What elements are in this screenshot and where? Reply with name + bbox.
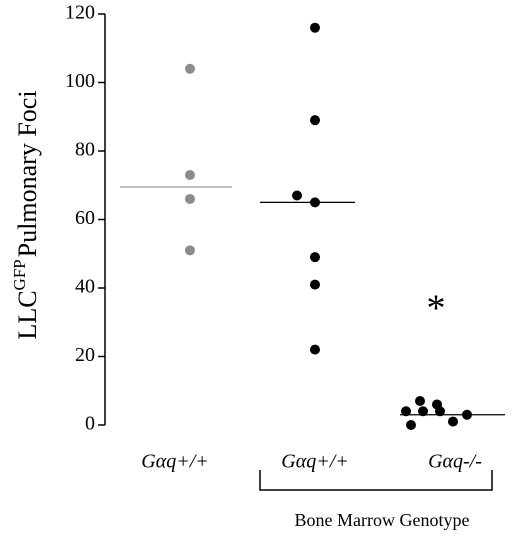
y-label-main: LLC [13, 290, 42, 339]
x-tick-label: Gαq-/- [428, 451, 482, 473]
y-axis-label: LLCGFP Pulmonary Foci [10, 90, 42, 339]
dot [310, 22, 320, 33]
dot [310, 115, 320, 126]
y-tick-label: 120 [65, 2, 95, 24]
bracket-label: Bone Marrow Genotype [295, 510, 470, 530]
dot [435, 406, 445, 417]
dot [418, 406, 428, 417]
y-tick-label: 40 [75, 276, 95, 298]
y-tick-label: 20 [75, 344, 95, 366]
dot [185, 63, 195, 74]
bracket [259, 470, 493, 491]
y-tick-label: 80 [75, 139, 95, 161]
annotation: * [427, 288, 446, 330]
dot [310, 197, 320, 208]
y-tick-label: 60 [75, 207, 95, 229]
dot [310, 279, 320, 290]
dot [401, 406, 411, 417]
y-tick-label: 0 [85, 413, 95, 435]
x-tick-label: Gαq+/+ [281, 451, 349, 473]
dot [415, 396, 425, 407]
dot [185, 169, 195, 180]
dot [448, 416, 458, 427]
dot [185, 193, 195, 204]
y-label-sup: GFP [10, 259, 29, 290]
dot [310, 344, 320, 355]
y-tick-label: 100 [65, 70, 95, 92]
dot [292, 190, 302, 201]
dot [462, 409, 472, 420]
y-label-rest: Pulmonary Foci [13, 90, 42, 257]
dot [310, 252, 320, 263]
dot [185, 245, 195, 256]
x-tick-label: Gαq+/+ [141, 451, 209, 473]
dot [406, 420, 416, 430]
